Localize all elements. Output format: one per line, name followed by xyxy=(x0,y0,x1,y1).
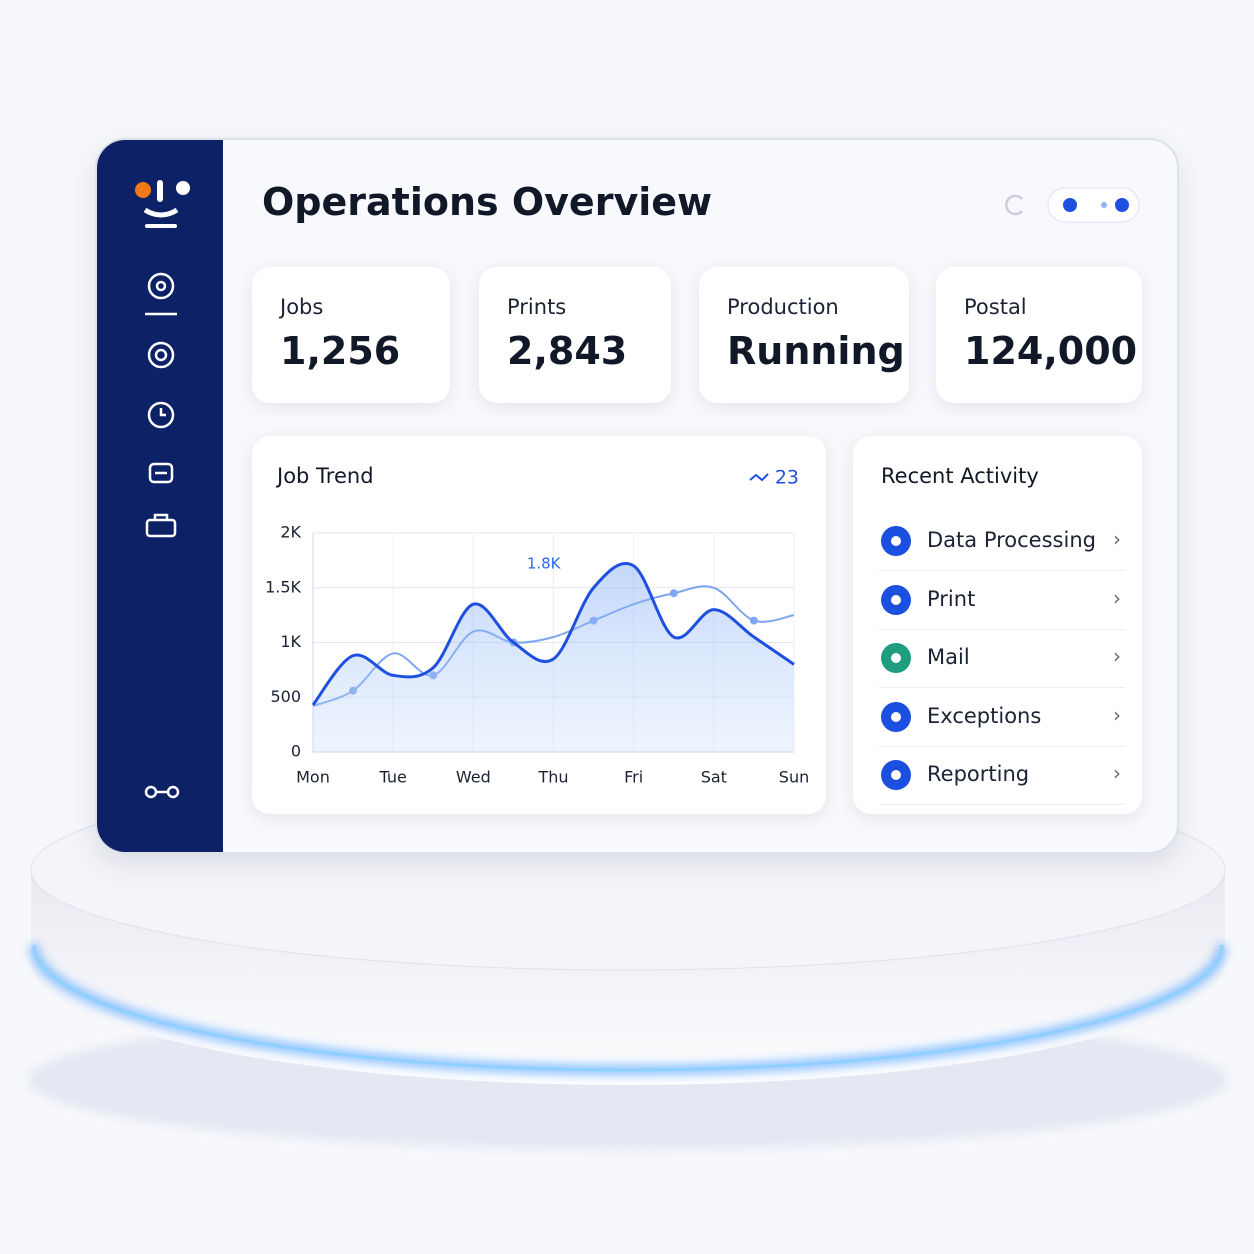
activity-name: Data Processing xyxy=(927,528,1096,552)
sidebar-icons xyxy=(135,180,190,799)
header-controls[interactable] xyxy=(992,185,1142,225)
activity-item[interactable]: Print › xyxy=(879,571,1125,630)
activity-name: Mail xyxy=(927,645,970,669)
x-tick-label: Fri xyxy=(624,768,643,787)
activity-icon xyxy=(881,701,911,732)
stat-value: 124,000 xyxy=(964,329,1138,373)
y-tick-label: 1K xyxy=(280,632,301,651)
page-title: Operations Overview xyxy=(262,180,713,224)
activity-title: Recent Activity xyxy=(881,464,1039,488)
activity-item[interactable]: Exceptions › xyxy=(879,688,1125,747)
series-line xyxy=(311,562,795,706)
annotation: 1.8K xyxy=(527,554,562,572)
activity-item[interactable]: Data Processing › xyxy=(879,512,1125,571)
x-tick-label: Tue xyxy=(379,768,407,787)
stat-value: 2,843 xyxy=(507,329,628,373)
chart-card: Job Trend 23 0 500 1K 1.5K 2K Mon Tue Wed Thu Fri… xyxy=(252,436,826,814)
stat-card: Prints 2,843 xyxy=(479,267,671,403)
point xyxy=(749,616,758,625)
y-tick-label: 2K xyxy=(280,523,301,542)
stat-label: Production xyxy=(727,295,839,319)
x-tick-label: Sat xyxy=(701,768,727,787)
y-tick-label: 0 xyxy=(291,742,301,761)
series-line xyxy=(312,585,795,707)
x-tick-label: Mon xyxy=(296,768,330,787)
x-tick-label: Sun xyxy=(779,768,809,787)
chevron: › xyxy=(1113,644,1121,668)
trend-icon xyxy=(749,473,769,482)
sidebar xyxy=(97,140,223,852)
area xyxy=(313,563,794,752)
activity-name: Reporting xyxy=(927,762,1030,786)
stat-label: Jobs xyxy=(280,295,324,319)
x-tick-label: Thu xyxy=(537,768,568,787)
stat-card: Postal 124,000 xyxy=(936,267,1142,403)
chevron: › xyxy=(1113,527,1121,551)
point xyxy=(669,589,678,598)
y-tick-label: 500 xyxy=(270,687,301,706)
chevron: › xyxy=(1113,702,1121,727)
chevron: › xyxy=(1113,585,1121,610)
activity-item[interactable]: Reporting › xyxy=(879,746,1125,805)
trend-badge: 23 xyxy=(775,467,799,489)
stat-value: 1,256 xyxy=(280,329,401,373)
stat-label: Postal xyxy=(964,295,1027,319)
activity-card: Recent Activity Data Processing › Print › Ma… xyxy=(853,436,1142,814)
chevron: › xyxy=(1113,761,1121,785)
stat-label: Prints xyxy=(507,295,567,319)
y-tick-label: 1.5K xyxy=(265,577,301,596)
activity-icon xyxy=(881,584,911,615)
activity-icon xyxy=(881,643,911,673)
activity-item[interactable]: Mail › xyxy=(879,629,1125,688)
stat-value: Running xyxy=(727,329,905,373)
chart-title: Job Trend xyxy=(275,464,374,488)
activity-name: Print xyxy=(927,586,976,611)
stat-card: Jobs 1,256 xyxy=(252,267,450,403)
x-tick-label: Wed xyxy=(456,768,491,787)
chart: Job Trend 23 0 500 1K 1.5K 2K Mon Tue Wed Thu Fri… xyxy=(265,464,809,787)
activity-icon xyxy=(881,526,911,556)
activity-name: Exceptions xyxy=(927,703,1042,728)
stat-card: Production Running xyxy=(699,267,909,403)
activity-icon xyxy=(881,760,911,790)
